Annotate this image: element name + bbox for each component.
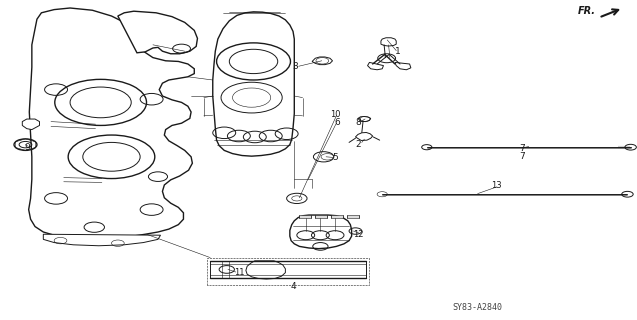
Polygon shape (355, 132, 373, 140)
Polygon shape (299, 215, 311, 218)
Polygon shape (358, 116, 371, 122)
Polygon shape (29, 8, 194, 238)
Polygon shape (213, 12, 294, 156)
Text: 12: 12 (353, 230, 363, 239)
Text: 1: 1 (394, 47, 401, 56)
Text: 7: 7 (519, 152, 526, 161)
Text: 7: 7 (519, 144, 526, 153)
Polygon shape (290, 215, 352, 249)
Polygon shape (312, 57, 333, 65)
Text: 8: 8 (355, 118, 362, 127)
Text: 11: 11 (234, 268, 245, 277)
Polygon shape (246, 261, 285, 279)
Polygon shape (22, 119, 39, 130)
Polygon shape (381, 38, 396, 46)
Text: 13: 13 (492, 181, 502, 190)
Text: FR.: FR. (578, 6, 596, 16)
Polygon shape (315, 215, 327, 218)
Text: 5: 5 (332, 153, 338, 162)
Polygon shape (331, 215, 343, 218)
Polygon shape (118, 11, 197, 54)
Text: 10: 10 (331, 110, 341, 119)
Text: SY83-A2840: SY83-A2840 (453, 303, 503, 312)
Polygon shape (347, 215, 359, 218)
Text: 4: 4 (290, 282, 296, 291)
Text: 2: 2 (356, 140, 361, 148)
Text: 6: 6 (334, 118, 341, 127)
Text: 9: 9 (24, 143, 31, 152)
Polygon shape (43, 234, 161, 246)
Text: 3: 3 (292, 62, 299, 71)
